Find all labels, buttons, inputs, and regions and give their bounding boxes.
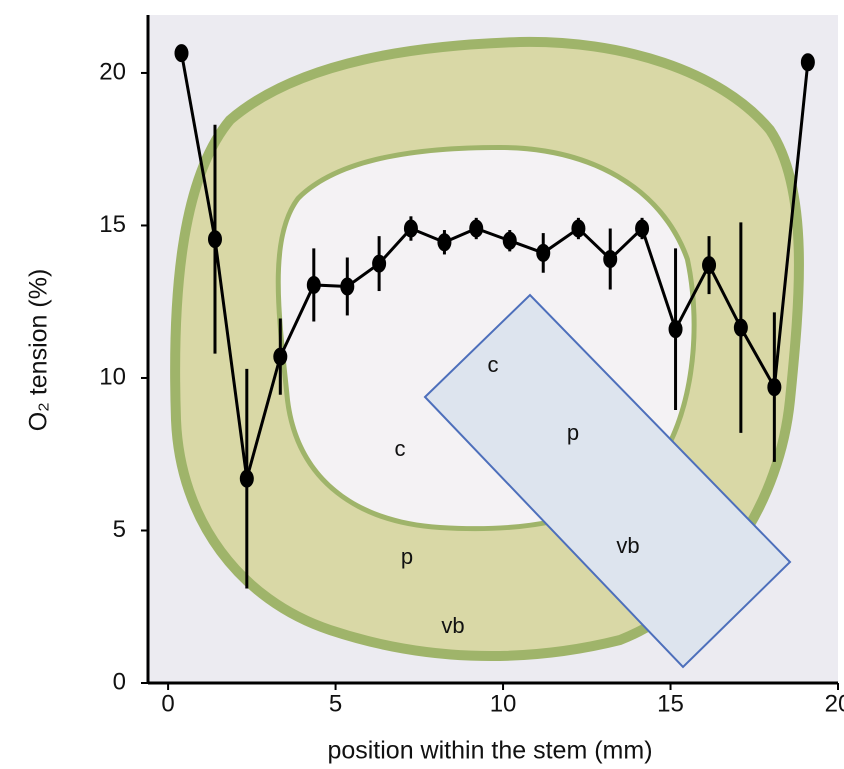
annotation: p (567, 420, 579, 445)
annotation: vb (441, 613, 464, 638)
y-axis-label: O₂ tension (%) (25, 269, 53, 432)
data-point (372, 254, 387, 273)
x-tick-label: 0 (161, 690, 174, 717)
x-axis-label: position within the stem (mm) (327, 737, 652, 765)
annotation: p (401, 544, 413, 569)
annotation: vb (616, 533, 639, 558)
data-point (733, 318, 748, 337)
data-point (668, 320, 683, 339)
data-point (767, 378, 782, 397)
data-point (174, 44, 189, 63)
data-point (800, 53, 815, 72)
data-point (635, 219, 650, 238)
data-line (180, 52, 810, 480)
y-tick-label: 0 (113, 668, 126, 695)
data-point (502, 231, 517, 250)
y-tick-label: 20 (99, 58, 126, 85)
x-tick-label: 20 (825, 690, 844, 717)
data-point (306, 275, 321, 294)
data-point (603, 250, 618, 269)
data-point (469, 219, 484, 238)
data-point (239, 469, 254, 488)
data-point (403, 219, 418, 238)
data-point (536, 243, 551, 262)
y-tick-label: 5 (113, 516, 126, 543)
x-tick-label: 15 (657, 690, 684, 717)
y-tick-label: 15 (99, 211, 126, 238)
data-point (207, 230, 222, 249)
data-point (273, 347, 288, 366)
y-tick-label: 10 (99, 363, 126, 390)
inset-micrograph (423, 293, 792, 669)
annotation: c (488, 352, 499, 377)
data-point (340, 277, 355, 296)
x-tick-label: 5 (329, 690, 342, 717)
annotation: c (395, 436, 406, 461)
data-point (437, 233, 452, 252)
x-tick-label: 10 (490, 690, 517, 717)
data-point (702, 256, 717, 275)
data-point (571, 219, 586, 238)
